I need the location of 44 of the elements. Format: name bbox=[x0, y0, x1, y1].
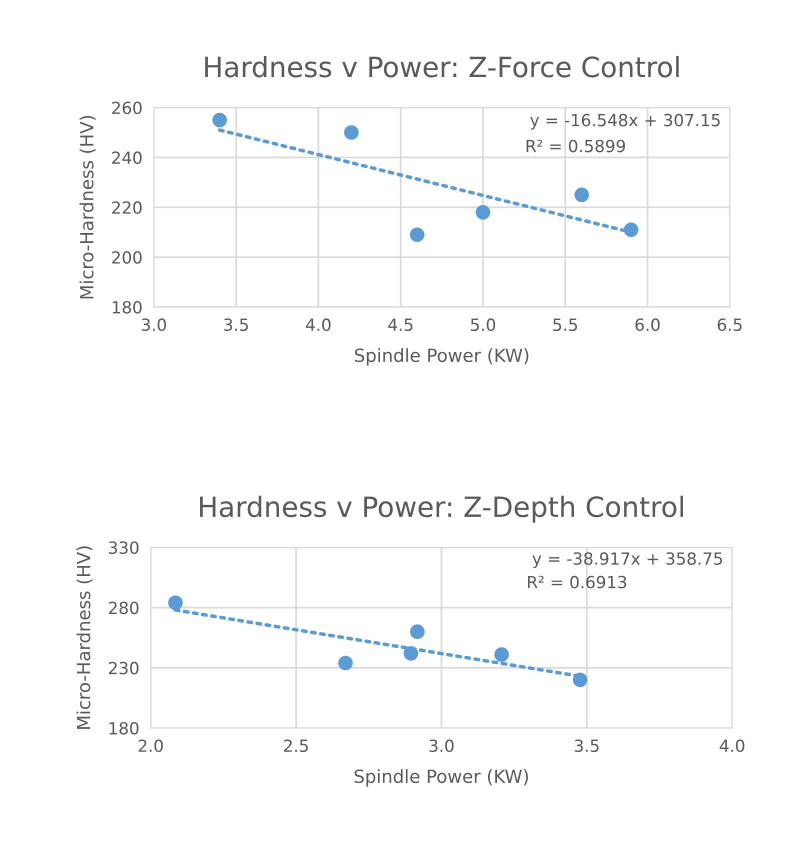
y-axis-title: Micro-Hardness (HV) bbox=[76, 546, 93, 729]
x-tick-label: 5.0 bbox=[471, 318, 496, 332]
y-tick-label: 180 bbox=[110, 722, 138, 735]
point bbox=[494, 647, 509, 662]
x-tick-label: 2.0 bbox=[138, 739, 163, 752]
point bbox=[338, 656, 353, 670]
y-tick-label: 230 bbox=[108, 662, 138, 674]
x-tick-label: 2.5 bbox=[284, 739, 308, 752]
point bbox=[212, 112, 227, 128]
annotation: y = -16.548x + 307.15 bbox=[530, 114, 720, 130]
y-tick-label: 280 bbox=[108, 602, 138, 614]
point bbox=[574, 188, 589, 202]
chart-title: Hardness v Power: Z-Force Control bbox=[205, 56, 679, 78]
point bbox=[624, 222, 638, 238]
x-axis-title: Spindle Power (KW) bbox=[354, 348, 528, 366]
x-tick-label: 6.0 bbox=[635, 318, 660, 332]
y-tick-label: 260 bbox=[112, 102, 142, 114]
y-tick-label: 180 bbox=[112, 300, 142, 314]
point bbox=[410, 624, 425, 639]
chart-title: Hardness v Power: Z-Depth Control bbox=[200, 496, 683, 523]
point bbox=[168, 596, 183, 610]
y-tick-label: 330 bbox=[109, 541, 138, 554]
y-tick-label: 240 bbox=[112, 151, 142, 164]
x-tick-label: 6.5 bbox=[718, 318, 742, 332]
point bbox=[404, 646, 418, 661]
y-tick-label: 220 bbox=[112, 201, 142, 214]
point bbox=[344, 125, 359, 140]
x-tick-label: 3.5 bbox=[574, 739, 599, 752]
point bbox=[572, 672, 588, 688]
x-tick-label: 4.0 bbox=[306, 318, 331, 332]
y-axis-title: Micro-Hardness (HV) bbox=[80, 116, 96, 298]
x-tick-label: 3.0 bbox=[429, 739, 454, 752]
x-tick-label: 4.0 bbox=[720, 739, 744, 752]
annotation: y = -38.917x + 358.75 bbox=[532, 552, 722, 568]
annotation: R² = 0.5899 bbox=[526, 140, 625, 152]
point bbox=[476, 205, 490, 220]
y-tick-label: 200 bbox=[112, 251, 142, 264]
annotation: R² = 0.6913 bbox=[528, 576, 626, 588]
point bbox=[410, 227, 424, 242]
x-tick-label: 3.5 bbox=[224, 318, 248, 332]
x-tick-label: 4.5 bbox=[388, 318, 412, 332]
x-tick-label: 3.0 bbox=[142, 318, 166, 332]
x-tick-label: 5.5 bbox=[553, 318, 578, 332]
x-axis-title: Spindle Power (KW) bbox=[354, 769, 528, 787]
